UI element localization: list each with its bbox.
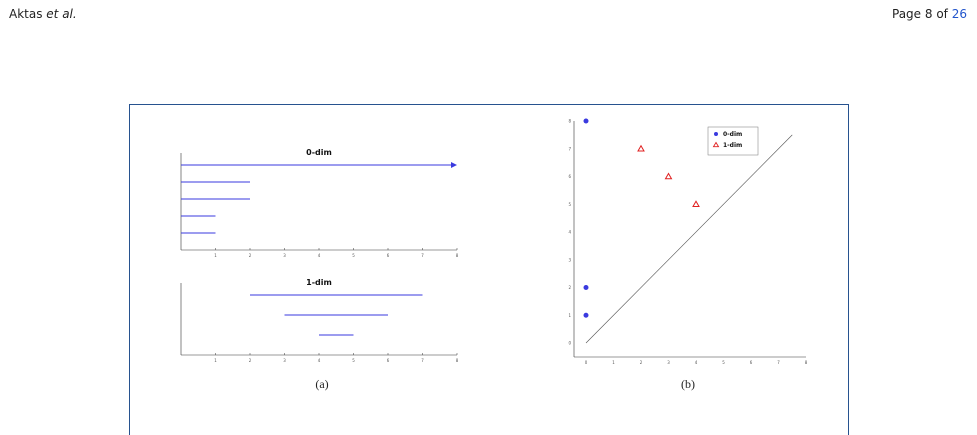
- x-tick-label: 4: [318, 358, 321, 363]
- point-0-dim: [583, 118, 589, 124]
- x-tick-label: 2: [249, 358, 252, 363]
- caption-b: (b): [681, 377, 695, 391]
- barcode-1dim-panel: 1 2 3 4 5 6 7 8 1-dim: [180, 278, 459, 363]
- x-tick-label: 5: [352, 253, 355, 258]
- figure-canvas: 1 2 3 4 5 6 7 8 0-dim 1 2 3 4 5 6 7 8 1-dim 0 1 2 3 4 5 6 7 8 0 1 2…: [180, 118, 808, 391]
- x-tick-label: 1: [612, 360, 615, 365]
- x-tick-label: 2: [249, 253, 252, 258]
- y-tick-label: 8: [568, 119, 571, 124]
- y-tick-label: 6: [568, 174, 571, 179]
- x-tick-label: 4: [695, 360, 698, 365]
- x-tick-label: 6: [387, 253, 390, 258]
- x-tick-label: 8: [805, 360, 808, 365]
- y-tick-label: 0: [568, 341, 571, 346]
- running-header-author: Aktas et al.: [9, 7, 77, 21]
- x-tick-label: 7: [421, 253, 424, 258]
- x-tick-label: 5: [722, 360, 725, 365]
- point-0-dim: [583, 285, 589, 290]
- running-header-page: Page 8 of 26: [892, 7, 967, 21]
- diagonal-line: [585, 134, 793, 344]
- y-tick-label: 4: [568, 230, 571, 235]
- legend-label: 0-dim: [723, 131, 742, 138]
- x-tick-label: 4: [318, 253, 321, 258]
- x-tick-label: 3: [283, 358, 286, 363]
- legend-label: 1-dim: [723, 142, 742, 149]
- et-al: et al.: [46, 7, 77, 21]
- page-total-link[interactable]: 26: [951, 7, 967, 21]
- x-tick-label: 6: [750, 360, 753, 365]
- barcode-0dim-panel: 1 2 3 4 5 6 7 8 0-dim: [180, 148, 459, 258]
- legend-box: [707, 126, 759, 156]
- y-tick-label: 7: [568, 146, 571, 151]
- page-number: Page 8 of: [892, 7, 948, 21]
- y-tick-label: 2: [568, 285, 571, 290]
- x-tick-label: 1: [214, 253, 217, 258]
- x-tick-label: 2: [640, 360, 643, 365]
- x-tick-label: 6: [387, 358, 390, 363]
- legend-marker-1-dim: [712, 141, 720, 148]
- barcode-title: 1-dim: [306, 278, 332, 287]
- y-tick-label: 5: [568, 202, 571, 207]
- x-tick-label: 3: [283, 253, 286, 258]
- barcode-title: 0-dim: [306, 148, 332, 157]
- x-tick-label: 7: [421, 358, 424, 363]
- x-tick-label: 5: [352, 358, 355, 363]
- author-name: Aktas: [9, 7, 43, 21]
- caption-a: (a): [315, 377, 328, 391]
- x-tick-label: 0: [585, 360, 588, 365]
- figure-frame: 1 2 3 4 5 6 7 8 0-dim 1 2 3 4 5 6 7 8 1-dim 0 1 2 3 4 5 6 7 8 0 1 2…: [129, 104, 849, 435]
- x-tick-label: 8: [456, 358, 459, 363]
- y-tick-label: 3: [568, 257, 571, 262]
- point-1-dim: [692, 200, 700, 207]
- y-tick-label: 1: [568, 313, 571, 318]
- point-1-dim: [637, 144, 645, 152]
- point-0-dim: [583, 312, 589, 318]
- persistence-diagram-panel: 0 1 2 3 4 5 6 7 8 0 1 2 3 4 5 6 7 8 0-dim 1-dim: [568, 118, 808, 365]
- point-1-dim: [664, 172, 673, 180]
- x-tick-label: 3: [667, 360, 670, 365]
- x-tick-label: 1: [214, 358, 217, 363]
- x-tick-label: 7: [777, 360, 780, 365]
- infinity-arrowhead: [451, 162, 457, 168]
- legend-marker-0-dim: [714, 132, 718, 136]
- x-tick-label: 8: [456, 253, 459, 258]
